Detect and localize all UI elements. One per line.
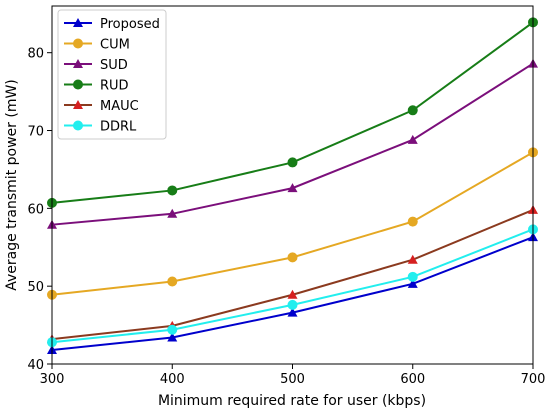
legend-swatch-marker [73, 18, 83, 27]
x-tick-label: 400 [160, 372, 185, 387]
y-axis-label: Average transmit power (mW) [4, 79, 20, 291]
legend-label: CUM [100, 38, 130, 53]
data-point-ddrl [287, 299, 298, 310]
data-point-mauc [287, 289, 298, 299]
x-tick-label: 600 [400, 372, 425, 387]
data-point-proposed [287, 307, 298, 317]
legend-label: RUD [100, 79, 129, 94]
data-point-cum [167, 276, 178, 287]
legend-swatch-marker [73, 79, 83, 90]
data-point-rud [287, 157, 298, 168]
x-tick-label: 700 [521, 372, 546, 387]
legend-label: Proposed [100, 17, 160, 32]
legend-item-cum: CUM [64, 38, 130, 53]
data-point-rud [167, 185, 178, 196]
legend-box [57, 9, 167, 140]
legend-label: SUD [100, 58, 128, 73]
series-rud [47, 17, 538, 208]
legend-item-sud: SUD [64, 58, 128, 73]
legend-swatch-marker [73, 100, 83, 109]
x-tick-label: 300 [40, 372, 65, 387]
legend-label: MAUC [100, 99, 139, 114]
data-point-cum [287, 252, 298, 263]
data-point-proposed [167, 332, 178, 342]
legend-swatch-marker [73, 120, 83, 131]
legend-item-proposed: Proposed [64, 17, 160, 32]
data-point-ddrl [407, 271, 418, 282]
y-tick-label: 80 [27, 47, 44, 62]
y-tick-label: 40 [27, 358, 44, 373]
legend-label: DDRL [100, 120, 137, 135]
legend-item-mauc: MAUC [64, 99, 139, 114]
legend-item-rud: RUD [64, 79, 129, 94]
data-point-sud [407, 134, 418, 144]
legend: Proposed CUM SUD RUD MAUC DDRL [57, 9, 167, 140]
data-point-cum [407, 216, 418, 227]
legend-swatch-marker [73, 59, 83, 68]
x-axis-ticks: 300 400 500 600 700 [40, 364, 546, 387]
x-tick-label: 500 [280, 372, 305, 387]
series-sud [47, 58, 538, 229]
y-tick-label: 50 [27, 280, 44, 295]
y-axis-ticks: 40 50 60 70 80 [27, 47, 52, 373]
data-point-proposed [407, 278, 418, 288]
data-point-sud [287, 183, 298, 193]
y-tick-label: 60 [27, 202, 44, 217]
data-point-mauc [407, 254, 418, 264]
x-axis-label: Minimum required rate for user (kbps) [158, 393, 426, 409]
y-tick-label: 70 [27, 125, 44, 140]
legend-item-ddrl: DDRL [64, 120, 137, 135]
data-point-ddrl [167, 324, 178, 335]
legend-swatch-marker [73, 38, 83, 49]
data-point-sud [167, 208, 178, 218]
data-point-rud [407, 105, 418, 116]
